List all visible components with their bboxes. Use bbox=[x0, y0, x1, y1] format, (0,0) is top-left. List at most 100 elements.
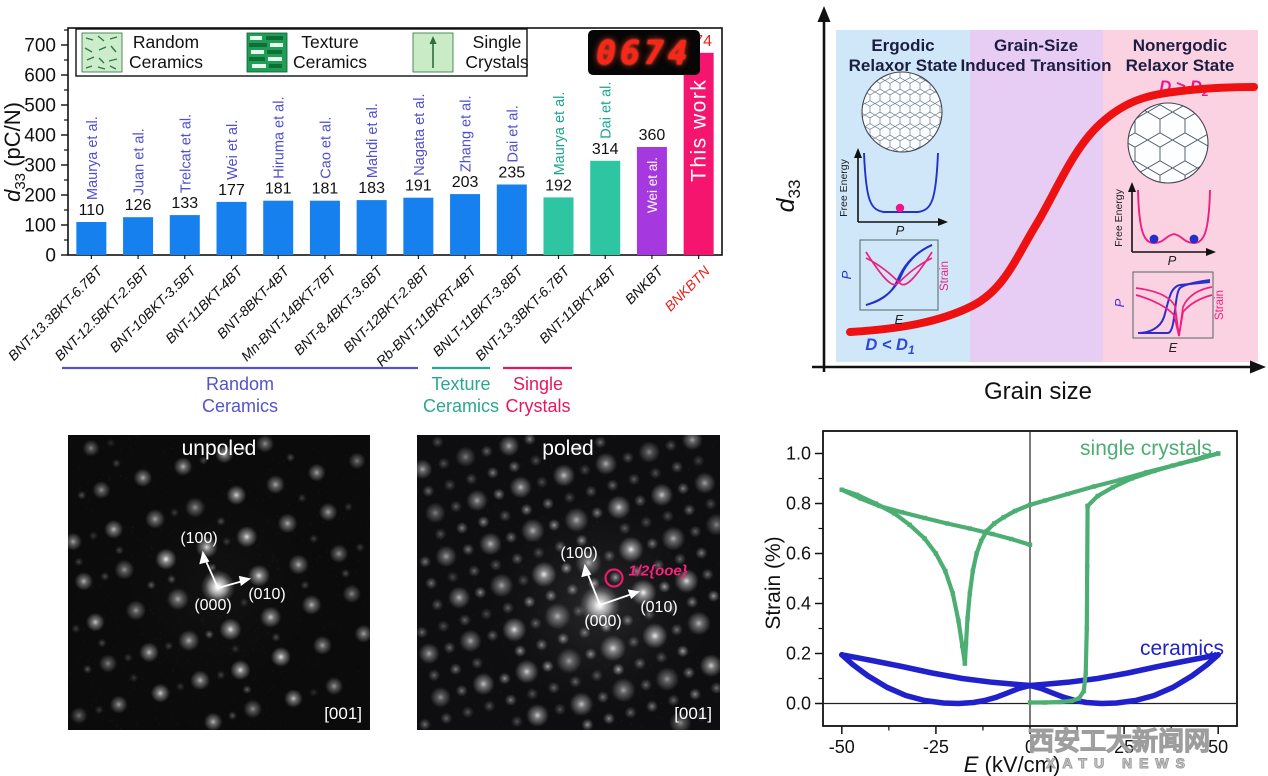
reflection-label-000: (000) bbox=[194, 597, 232, 614]
free-energy-axis-label: Free Energy bbox=[1113, 188, 1125, 247]
bar bbox=[76, 222, 107, 255]
bar-value-label: 360 bbox=[639, 127, 666, 144]
random-ceramics-swatch-icon bbox=[81, 32, 123, 73]
reflection-label-010: (010) bbox=[248, 586, 286, 603]
region-title-nonergodic-1: Nonergodic bbox=[1133, 36, 1227, 55]
d33-bar-chart-panel: d33 (pC/N) 0 100 200 300 400 500 600 700 110 Maur… bbox=[0, 0, 760, 425]
strain-axis-label: Strain bbox=[939, 261, 951, 291]
strain-y-tick-label: 0.2 bbox=[786, 644, 811, 664]
polarization-state-dot bbox=[895, 203, 905, 213]
region-title-transition-2: Induced Transition bbox=[960, 56, 1111, 75]
saed-poled-panel: poled (100) (010) (000) 1/2{ooe} [001] bbox=[417, 435, 720, 730]
category-group-label: Single bbox=[513, 374, 563, 394]
bar-x-category-label: BNT-10BKT-3.5BT bbox=[106, 262, 200, 356]
p-axis-label: P bbox=[839, 270, 854, 279]
series-single-crystals bbox=[1027, 503, 1090, 705]
bar-value-label: 181 bbox=[265, 181, 292, 198]
bar-author-label: Mahdi et al. bbox=[365, 103, 381, 178]
series-single-crystals bbox=[962, 451, 1221, 666]
bar-author-label: Nagata et al. bbox=[412, 93, 428, 175]
p-axis-label: P bbox=[1112, 298, 1127, 307]
bar bbox=[590, 160, 621, 255]
strain-field-chart: -50 -25 0 25 50 0.0 0.2 0.4 0.6 0.8 1.0 Strain (%)… bbox=[762, 430, 1238, 776]
reflection-label-000: (000) bbox=[584, 613, 622, 630]
saed-poled-image bbox=[417, 435, 720, 730]
bar-plot-frame bbox=[67, 27, 723, 256]
category-group-label: Texture bbox=[431, 374, 490, 394]
bar-y-tick-label: 600 bbox=[24, 66, 56, 87]
saed-title: unpoled bbox=[181, 437, 257, 460]
bar-x-category-label: BNT-12BKT-2.8BT bbox=[340, 262, 434, 356]
led-counter: 0674 bbox=[588, 30, 700, 75]
bar-value-label: 126 bbox=[125, 197, 152, 214]
series-ceramics bbox=[839, 652, 1221, 707]
bar bbox=[450, 194, 481, 255]
bar-x-category-label: BNT-8.4BKT-3.6BT bbox=[290, 262, 386, 358]
bar-y-axis-label: d33 (pC/N) bbox=[0, 102, 29, 202]
bar-author-label: Dai et al. bbox=[599, 82, 615, 139]
grain-x-arrowhead-icon bbox=[1250, 360, 1266, 374]
strain-x-tick-label: 0 bbox=[1025, 737, 1035, 757]
zone-axis-label: [001] bbox=[674, 704, 712, 723]
saed-poled-annotations bbox=[581, 563, 641, 606]
polarization-state-dot bbox=[1149, 234, 1159, 244]
bar-value-label: 110 bbox=[79, 202, 105, 219]
bar-value-label: 314 bbox=[592, 141, 619, 158]
grain-y-axis-label: d33 bbox=[772, 180, 804, 213]
superlattice-label: 1/2{ooe} bbox=[628, 562, 688, 580]
reflection-label-100: (100) bbox=[560, 545, 598, 562]
bar bbox=[216, 201, 247, 255]
fine-grain-microstructure-icon bbox=[861, 71, 943, 153]
bar-author-label: Juan et al. bbox=[132, 128, 148, 195]
category-group-label: Crystals bbox=[505, 396, 570, 416]
strain-y-tick-label: 0.6 bbox=[786, 544, 811, 564]
bar-author-label: Trelcat et al. bbox=[178, 114, 194, 193]
legend-label-random-1: Random bbox=[133, 32, 199, 52]
strain-x-tick-label: -50 bbox=[829, 737, 855, 757]
legend-label-texture-2: Ceramics bbox=[293, 52, 367, 72]
bar bbox=[403, 197, 434, 255]
reflection-label-100: (100) bbox=[180, 530, 218, 547]
annotation-d-lt-d1: D < D1 bbox=[865, 336, 915, 357]
pe-hysteresis-inset-ergodic: P E Strain bbox=[839, 239, 951, 327]
legend-label-random-2: Ceramics bbox=[129, 52, 203, 72]
polarization-state-dot bbox=[1189, 234, 1199, 244]
bar-value-label: 192 bbox=[545, 177, 572, 194]
bar bbox=[543, 197, 574, 255]
category-group-label: Ceramics bbox=[202, 396, 278, 416]
grain-size-diagram-panel: d33 Grain size Ergodic Relaxor State Gra… bbox=[760, 0, 1268, 425]
saed-title: poled bbox=[542, 437, 594, 460]
strain-y-tick-label: 0.4 bbox=[786, 594, 811, 614]
bar-y-tick-label: 500 bbox=[24, 96, 56, 117]
bar bbox=[356, 200, 387, 255]
region-title-nonergodic-2: Relaxor State bbox=[1126, 56, 1235, 75]
strain-axis-label: Strain bbox=[1214, 290, 1226, 320]
saed-unpoled-image bbox=[68, 435, 370, 730]
bar-legend: Random Ceramics Texture Ceramics bbox=[75, 28, 529, 77]
series-single-crystals bbox=[839, 487, 967, 666]
transition-region bbox=[970, 30, 1103, 362]
bar bbox=[123, 217, 154, 255]
series-ceramics bbox=[839, 652, 1221, 707]
strain-chart-plot: -50 -25 0 25 50 0.0 0.2 0.4 0.6 0.8 1.0 bbox=[786, 430, 1238, 757]
bar bbox=[263, 200, 294, 255]
bar-author-label: Cao et al. bbox=[318, 117, 334, 179]
bar bbox=[309, 200, 340, 255]
saed-unpoled-panel: unpoled (100) (010) (000) [001] bbox=[68, 435, 370, 730]
single-crystals-swatch-icon bbox=[412, 32, 454, 73]
bar-author-label: Wei et al. bbox=[645, 157, 660, 213]
strain-y-tick-label: 0.0 bbox=[786, 694, 811, 714]
bar-x-category-label: BNKBT bbox=[622, 262, 667, 307]
bar-value-label: 191 bbox=[405, 178, 432, 195]
category-group-label: Ceramics bbox=[423, 396, 499, 416]
series-label-ceramics: ceramics bbox=[1140, 637, 1224, 660]
saed-unpoled-annotations bbox=[199, 550, 252, 589]
strain-x-tick-label: 25 bbox=[1114, 737, 1134, 757]
bar-y-tick-label: 700 bbox=[24, 36, 56, 57]
bar-value-label: 203 bbox=[452, 174, 479, 191]
series-single-crystals bbox=[839, 487, 1033, 547]
strain-y-axis-label: Strain (%) bbox=[762, 536, 785, 629]
bar-author-label: This work bbox=[688, 79, 711, 182]
bar-value-label: 181 bbox=[312, 181, 339, 198]
